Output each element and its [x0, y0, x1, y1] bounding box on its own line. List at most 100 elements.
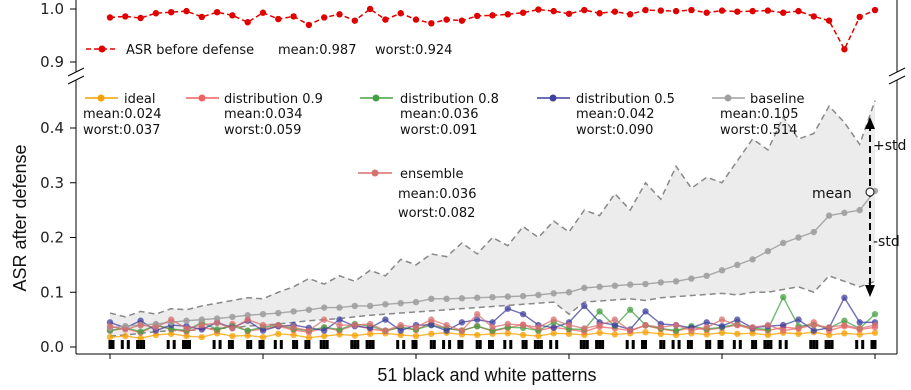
pattern-glyph — [197, 340, 207, 349]
series-point — [688, 275, 695, 282]
series-point — [841, 330, 848, 337]
legend-baseline-mean: mean:0.105 — [720, 107, 798, 122]
series-point — [519, 331, 527, 339]
series-point — [581, 325, 588, 332]
pattern-glyph — [151, 340, 161, 349]
series-point — [627, 327, 634, 334]
top-series-point — [275, 15, 282, 23]
series-point — [351, 321, 358, 329]
top-series — [106, 5, 879, 53]
series-point — [168, 316, 175, 323]
pattern-glyph — [105, 340, 115, 349]
series-point — [596, 283, 603, 290]
series-point — [718, 316, 726, 323]
series-point — [810, 327, 817, 334]
pattern-glyph — [686, 340, 696, 349]
series-point — [244, 327, 251, 334]
series-point — [596, 308, 603, 315]
pattern-glyph — [763, 340, 773, 349]
series-point — [336, 316, 343, 323]
top-series-point — [122, 13, 129, 20]
series-point — [259, 310, 267, 318]
series-point — [550, 316, 557, 323]
series-point — [305, 327, 313, 334]
series-point — [519, 292, 527, 300]
series-point — [642, 308, 649, 315]
legend-ideal-label: ideal — [124, 92, 155, 107]
top-series-point — [305, 21, 313, 29]
series-point — [535, 324, 542, 331]
series-point — [703, 272, 710, 280]
series-point — [244, 316, 251, 323]
series-point — [137, 335, 144, 342]
series-point — [565, 321, 573, 329]
series-point — [397, 321, 404, 329]
series-point — [198, 316, 205, 323]
series-point — [856, 331, 863, 338]
top-legend: ASR before defense mean:0.987 worst:0.92… — [86, 43, 452, 58]
top-series-point — [152, 10, 160, 17]
series-point — [795, 325, 802, 332]
series-point — [351, 332, 358, 339]
pattern-glyph — [656, 340, 666, 349]
series-point — [244, 312, 251, 319]
series-point — [321, 304, 328, 311]
legend-dist05-label: distribution 0.5 — [576, 92, 675, 107]
legend-dist08-label: distribution 0.8 — [400, 92, 499, 107]
series-point — [122, 332, 129, 340]
legend-dist08-mean: mean:0.036 — [400, 107, 478, 122]
series-point — [382, 301, 389, 308]
legend-dist05-mean: mean:0.042 — [576, 107, 654, 122]
series-point — [611, 331, 619, 338]
series-point — [871, 329, 879, 336]
top-series-point — [428, 20, 435, 27]
series-point — [290, 331, 297, 339]
series-point — [672, 321, 680, 329]
std-band — [109, 100, 876, 337]
pattern-glyph — [702, 340, 712, 349]
pattern-glyph — [870, 340, 880, 349]
series-point — [412, 332, 420, 340]
series-point — [321, 332, 328, 340]
series-point — [122, 326, 129, 333]
top-series-point — [259, 9, 267, 16]
pattern-glyph — [595, 340, 605, 349]
series-point — [856, 206, 863, 214]
top-series-point — [351, 17, 358, 24]
series-point — [412, 324, 420, 331]
series-point — [397, 327, 404, 334]
series-point — [474, 310, 481, 318]
bottom-ytick-label: 0.3 — [40, 174, 64, 192]
bottom-xticks — [109, 354, 876, 359]
pattern-glyph — [717, 340, 727, 349]
pattern-glyph — [426, 340, 436, 349]
x-axis-title: 51 black and white patterns — [377, 365, 596, 385]
pattern-glyph — [748, 340, 758, 349]
series-point — [336, 326, 343, 333]
series-point — [428, 330, 435, 338]
pattern-glyph — [671, 340, 681, 349]
top-series-point — [581, 6, 588, 14]
series-point — [871, 321, 879, 329]
series-point — [810, 321, 817, 329]
series-point — [213, 326, 221, 333]
pattern-glyph — [641, 340, 650, 349]
series-point — [718, 329, 726, 336]
top-legend-worst: worst:0.924 — [375, 43, 452, 58]
top-series-point — [137, 14, 144, 22]
series-point — [764, 247, 772, 255]
legend-dist09-label: distribution 0.9 — [224, 92, 323, 107]
top-series-point — [336, 11, 343, 18]
series-point — [152, 324, 160, 331]
series-point — [198, 326, 205, 333]
top-series-point — [290, 13, 297, 20]
top-series-point — [749, 7, 756, 15]
top-series-point — [213, 8, 221, 16]
series-point — [382, 316, 389, 323]
legend-item-dist09: distribution 0.9 mean:0.034 worst:0.059 — [186, 92, 323, 138]
bottom-series — [106, 187, 879, 342]
series-point — [780, 239, 787, 247]
top-series-point — [764, 7, 772, 14]
top-series-point — [458, 17, 466, 24]
pattern-glyph — [335, 340, 344, 349]
